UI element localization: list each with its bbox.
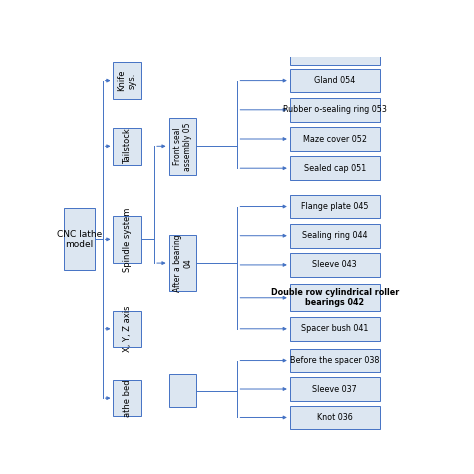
Text: Flange plate 045: Flange plate 045 (301, 202, 368, 211)
Text: Knot 036: Knot 036 (317, 413, 353, 422)
FancyBboxPatch shape (290, 98, 380, 122)
Text: Maze cover 052: Maze cover 052 (303, 135, 367, 144)
FancyBboxPatch shape (290, 45, 380, 65)
Text: Sealed cap 051: Sealed cap 051 (304, 164, 366, 173)
FancyBboxPatch shape (290, 317, 380, 341)
FancyBboxPatch shape (290, 377, 380, 401)
FancyBboxPatch shape (113, 63, 141, 99)
Text: Before the spacer 038: Before the spacer 038 (290, 356, 380, 365)
FancyBboxPatch shape (290, 284, 380, 311)
FancyBboxPatch shape (169, 118, 196, 174)
Text: Knife
sys.: Knife sys. (118, 70, 137, 91)
FancyBboxPatch shape (290, 127, 380, 151)
FancyBboxPatch shape (113, 216, 141, 263)
Text: Front seal
assembly 05: Front seal assembly 05 (173, 122, 192, 171)
Text: Sleeve 043: Sleeve 043 (312, 260, 357, 269)
Text: Spindle system: Spindle system (123, 207, 132, 272)
FancyBboxPatch shape (290, 253, 380, 277)
Text: Gland 054: Gland 054 (314, 76, 356, 85)
FancyBboxPatch shape (64, 209, 95, 270)
Text: Sleeve 037: Sleeve 037 (312, 384, 357, 393)
FancyBboxPatch shape (290, 224, 380, 247)
Text: X, Y, Z axis: X, Y, Z axis (123, 306, 132, 352)
FancyBboxPatch shape (113, 310, 141, 347)
FancyBboxPatch shape (169, 374, 196, 407)
FancyBboxPatch shape (113, 128, 141, 164)
FancyBboxPatch shape (290, 69, 380, 92)
Text: CNC lathe
model: CNC lathe model (57, 230, 102, 249)
FancyBboxPatch shape (113, 380, 141, 416)
Text: Spacer bush 041: Spacer bush 041 (301, 324, 368, 333)
FancyBboxPatch shape (169, 235, 196, 292)
Text: After a bearing
04: After a bearing 04 (173, 234, 192, 292)
Text: Rubber o-sealing ring 053: Rubber o-sealing ring 053 (283, 105, 387, 114)
FancyBboxPatch shape (290, 156, 380, 180)
Text: Sealing ring 044: Sealing ring 044 (302, 231, 367, 240)
FancyBboxPatch shape (290, 349, 380, 373)
Text: Tailstock: Tailstock (123, 128, 132, 164)
FancyBboxPatch shape (290, 406, 380, 429)
Text: athe bed: athe bed (123, 379, 132, 417)
FancyBboxPatch shape (290, 195, 380, 219)
Text: Double row cylindrical roller
bearings 042: Double row cylindrical roller bearings 0… (271, 288, 399, 308)
